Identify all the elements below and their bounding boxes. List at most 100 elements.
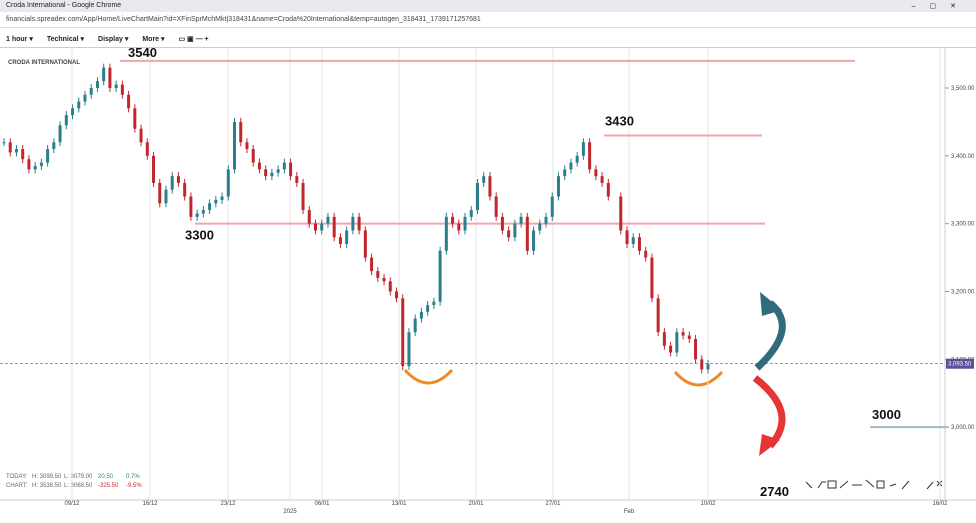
x-tick-label: 27/01 <box>545 501 561 507</box>
target-label: 2740 <box>760 484 789 499</box>
candle-body <box>301 182 305 211</box>
candle-body <box>662 332 666 346</box>
candle-body <box>264 169 268 177</box>
stats-row: CHART: H: 3538.50 L: 3068.50 -325.50 -9.5% <box>6 483 142 489</box>
candle-body <box>413 318 417 333</box>
period-label: Feb <box>624 509 635 515</box>
candle-body <box>170 176 174 190</box>
candle-body <box>58 125 62 143</box>
stats-value: H: 3099.50 <box>32 474 62 480</box>
stats-value: 20.50 <box>98 474 114 480</box>
candle-body <box>307 210 311 224</box>
url-bar[interactable]: financials.spreadex.com/App/Home/LiveCha… <box>0 12 976 28</box>
menu-label: Technical <box>46 36 79 43</box>
x-tick-label: 06/01 <box>314 501 330 507</box>
candle-body <box>500 216 504 231</box>
candle-body <box>314 223 318 231</box>
candle-body <box>2 142 6 144</box>
candle-body <box>563 169 567 177</box>
candle-body <box>419 311 423 319</box>
candle-body <box>195 213 199 217</box>
candle-body <box>594 169 598 177</box>
menu-label: Display <box>98 36 123 43</box>
candle-body <box>77 101 81 109</box>
chart: CRODA INTERNATIONAL TODAY: H: 3099.50 L: 3… <box>0 48 976 515</box>
candle-body <box>532 230 536 251</box>
candle-body <box>600 176 604 183</box>
candle-body <box>145 142 149 156</box>
menu-label: 1 hour <box>6 36 28 43</box>
candle-body <box>556 176 560 197</box>
display-menu[interactable]: Display ▾ <box>98 36 129 43</box>
menu-label: More <box>142 36 160 43</box>
candle-body <box>507 230 511 238</box>
y-tick-label: 3,400.00 <box>951 154 975 160</box>
candle-body <box>158 182 162 204</box>
candle-body <box>164 189 168 204</box>
candle-body <box>606 182 610 197</box>
candle-body <box>538 223 542 231</box>
candle-body <box>394 291 398 299</box>
technical-menu[interactable]: Technical ▾ <box>46 36 85 43</box>
stats-value: 0.7% <box>126 474 140 480</box>
y-tick-label: 3,200.00 <box>951 289 975 295</box>
more-menu[interactable]: More ▾ <box>142 36 165 43</box>
candle-body <box>295 176 299 183</box>
y-tick-label: 3,500.00 <box>951 86 975 92</box>
candle-body <box>388 281 392 292</box>
candle-body <box>201 210 205 214</box>
candle-body <box>513 223 517 238</box>
candle-body <box>208 203 212 211</box>
candle-body <box>370 257 374 272</box>
stats-value: CHART: <box>6 483 28 489</box>
down-arrow <box>752 375 786 449</box>
candle-body <box>176 176 180 183</box>
candle-body <box>681 332 685 336</box>
candle-body <box>687 335 691 339</box>
candle-body <box>183 182 187 197</box>
candle-body <box>14 149 18 153</box>
drawing-tools[interactable] <box>805 479 943 490</box>
candle-body <box>220 196 224 200</box>
level-label: 3000 <box>872 407 901 422</box>
title-bar: Croda International - Google Chrome –▢✕ <box>0 0 976 12</box>
candle-body <box>226 169 230 197</box>
candle-body <box>463 216 467 231</box>
candle-body <box>631 237 635 244</box>
y-tick-label: 3,000.00 <box>951 425 975 431</box>
candle-body <box>432 301 436 306</box>
x-tick-label: 23/12 <box>220 501 236 507</box>
candle-body <box>451 216 455 224</box>
candle-body <box>127 94 131 109</box>
candle-body <box>694 338 698 360</box>
candle-body <box>326 216 330 224</box>
interval-menu[interactable]: 1 hour ▾ <box>6 36 33 43</box>
level-label: 3430 <box>605 113 634 128</box>
candle-body <box>102 67 106 82</box>
last-price-label: 3,093.50 <box>948 362 972 368</box>
candle-body <box>27 159 31 170</box>
candle-body <box>581 142 585 156</box>
candle-body <box>52 142 56 150</box>
candle-body <box>133 108 137 129</box>
candle-body <box>21 149 25 160</box>
candle-body <box>382 277 386 282</box>
candle-body <box>276 169 280 173</box>
candle-body <box>338 237 342 244</box>
window-buttons[interactable]: –▢✕ <box>911 3 970 10</box>
candle-body <box>706 363 710 370</box>
candle-body <box>469 210 473 217</box>
x-tick-label: 09/12 <box>64 501 80 507</box>
candle-body <box>376 271 380 278</box>
candle-body <box>519 216 523 224</box>
tool-icons[interactable]: ▭ ▣ — + <box>178 36 209 43</box>
candle-body <box>438 250 442 302</box>
candle-body <box>644 250 648 258</box>
stats-value: H: 3538.50 <box>32 483 62 489</box>
candle-body <box>675 332 679 353</box>
stats-value: L: 3079.00 <box>64 474 93 480</box>
candle-body <box>488 176 492 197</box>
candle-body <box>245 142 249 150</box>
candle-body <box>139 128 143 143</box>
